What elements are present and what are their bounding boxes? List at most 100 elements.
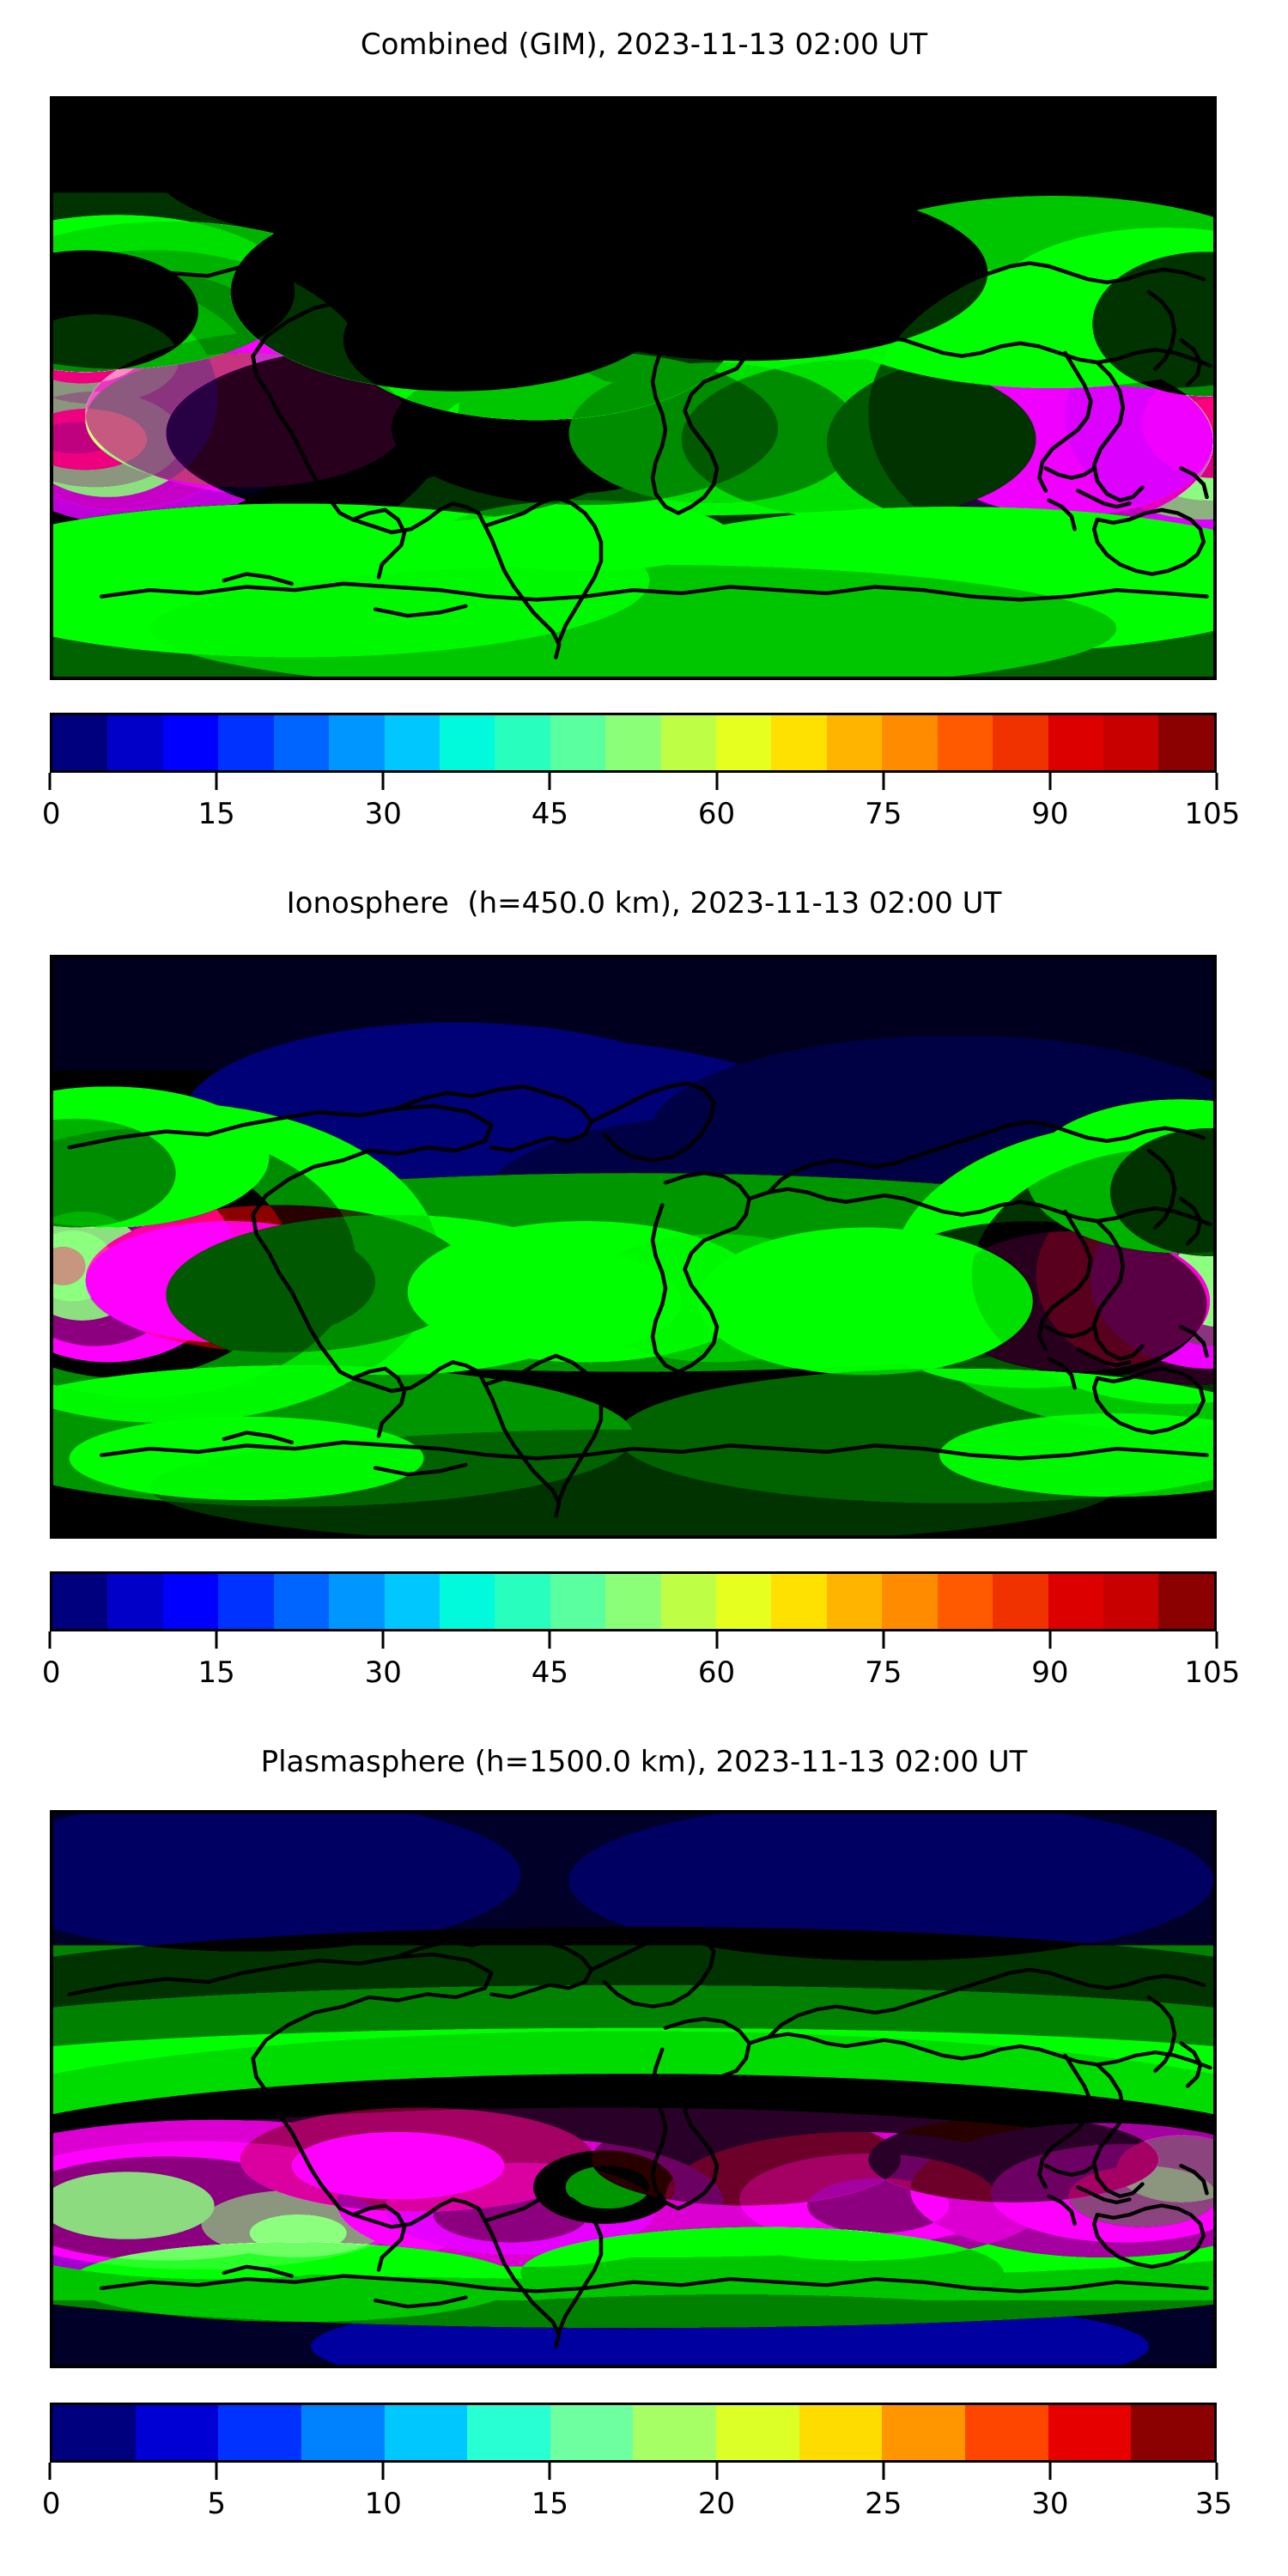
colorbar-tick-label-4: 60 [697, 1656, 736, 1690]
colorbar-segment-10 [605, 715, 661, 770]
colorbar-segment-8 [716, 2405, 799, 2460]
colorbar-tick-label-1: 5 [207, 2487, 226, 2521]
colorbar-plasmasphere: 0 5 10 15 20 25 30 35 [42, 2403, 1232, 2528]
colorbar-segment-10 [882, 2405, 966, 2460]
colorbar-labels-plasmasphere: 0 5 10 15 20 25 30 35 [42, 2485, 1232, 2528]
colorbar-tick-label-5: 75 [865, 797, 902, 831]
colorbar-segment-1 [135, 2405, 219, 2460]
colorbar-tick-label-2: 10 [364, 2487, 402, 2521]
map-svg-combined-gim [53, 100, 1213, 677]
colorbar-tick-label-4: 60 [697, 797, 736, 831]
colorbar-tick-5 [882, 1631, 885, 1649]
colorbar-tick-label-2: 30 [364, 1656, 402, 1690]
colorbar-segment-9 [799, 2405, 883, 2460]
colorbar-segment-13 [1131, 2405, 1214, 2460]
colorbar-segment-18 [1048, 1574, 1104, 1629]
colorbar-segment-0 [52, 715, 108, 770]
colorbar-tick-2 [381, 2463, 385, 2480]
colorbar-tick-6 [1048, 1631, 1052, 1649]
colorbar-tick-label-1: 15 [197, 1656, 235, 1690]
colorbar-segment-2 [218, 2405, 301, 2460]
panel-ionosphere: Ionosphere (h=450.0 km), 2023-11-13 02:0… [0, 859, 1288, 1717]
colorbar-segment-5 [329, 1574, 385, 1629]
colorbar-tick-4 [715, 773, 719, 790]
colorbar-ticks-combined [48, 773, 1218, 795]
colorbar-segment-6 [550, 2405, 634, 2460]
colorbar-tick-4 [715, 1631, 719, 1649]
colorbar-segment-1 [107, 715, 163, 770]
colorbar-tick-label-7: 35 [1194, 2487, 1233, 2521]
map-ionosphere [50, 955, 1217, 1539]
colorbar-segment-0 [52, 2405, 136, 2460]
colorbar-tick-label-6: 90 [1031, 797, 1069, 831]
colorbar-tick-0 [48, 1631, 52, 1649]
colorbar-tick-label-4: 20 [697, 2487, 736, 2521]
colorbar-tick-label-1: 15 [197, 797, 235, 831]
colorbar-gradient-plasmasphere [50, 2403, 1217, 2463]
colorbar-segment-4 [384, 2405, 468, 2460]
colorbar-tick-label-3: 45 [531, 797, 569, 831]
colorbar-segment-3 [301, 2405, 385, 2460]
colorbar-segment-9 [550, 1574, 606, 1629]
colorbar-segment-12 [1048, 2405, 1132, 2460]
colorbar-segment-20 [1158, 1574, 1214, 1629]
colorbar-tick-label-6: 30 [1031, 2487, 1069, 2521]
colorbar-tick-label-5: 25 [865, 2487, 902, 2521]
colorbar-segment-11 [965, 2405, 1048, 2460]
colorbar-segment-0 [52, 1574, 108, 1629]
colorbar-tick-6 [1048, 2463, 1052, 2480]
colorbar-segment-14 [826, 715, 883, 770]
colorbar-ticks-ionosphere [48, 1631, 1218, 1654]
colorbar-segment-18 [1048, 715, 1104, 770]
colorbar-segment-5 [329, 715, 385, 770]
colorbar-segment-20 [1158, 715, 1214, 770]
map-combined-gim [50, 96, 1217, 680]
colorbar-segment-16 [937, 1574, 993, 1629]
colorbar-tick-label-2: 30 [364, 797, 402, 831]
colorbar-segment-7 [439, 1574, 495, 1629]
colorbar-segment-11 [660, 1574, 717, 1629]
colorbar-segment-10 [605, 1574, 661, 1629]
colorbar-tick-7 [1215, 2463, 1218, 2480]
colorbar-tick-label-3: 45 [531, 1656, 569, 1690]
colorbar-tick-label-0: 0 [41, 1656, 61, 1690]
colorbar-ticks-plasmasphere [48, 2463, 1218, 2485]
panel-title-ionosphere: Ionosphere (h=450.0 km), 2023-11-13 02:0… [286, 886, 1002, 920]
coastlines-ionosphere [67, 1081, 1212, 1518]
map-svg-plasmasphere [53, 1814, 1213, 2365]
colorbar-segment-19 [1103, 1574, 1159, 1629]
colorbar-labels-ionosphere: 0 15 30 45 60 75 90 105 [42, 1654, 1240, 1697]
panel-plasmasphere: Plasmasphere (h=1500.0 km), 2023-11-13 0… [0, 1717, 1288, 2576]
colorbar-segment-7 [439, 715, 495, 770]
colorbar-tick-label-3: 15 [531, 2487, 569, 2521]
panel-title-combined-gim: Combined (GIM), 2023-11-13 02:00 UT [360, 27, 928, 62]
colorbar-segment-12 [716, 1574, 772, 1629]
colorbar-tick-0 [48, 2463, 52, 2480]
colorbar-ionosphere: 0 15 30 45 60 75 90 105 [42, 1571, 1240, 1697]
colorbar-segment-12 [716, 715, 772, 770]
colorbar-tick-label-6: 90 [1031, 1656, 1069, 1690]
colorbar-tick-5 [882, 773, 885, 790]
map-svg-ionosphere [53, 958, 1213, 1535]
colorbar-segment-2 [162, 1574, 219, 1629]
colorbar-segment-7 [633, 2405, 717, 2460]
colorbar-tick-7 [1215, 773, 1218, 790]
panel-title-plasmasphere: Plasmasphere (h=1500.0 km), 2023-11-13 0… [260, 1745, 1028, 1779]
colorbar-segment-13 [771, 715, 827, 770]
colorbar-segment-16 [937, 715, 993, 770]
colorbar-tick-label-0: 0 [41, 797, 61, 831]
colorbar-tick-3 [548, 2463, 551, 2480]
colorbar-segment-17 [993, 1574, 1048, 1629]
colorbar-tick-3 [548, 773, 551, 790]
colorbar-segment-19 [1103, 715, 1159, 770]
colorbar-tick-label-7: 105 [1184, 1656, 1241, 1690]
colorbar-tick-6 [1048, 773, 1052, 790]
colorbar-segment-5 [467, 2405, 550, 2460]
colorbar-tick-label-5: 75 [865, 1656, 902, 1690]
colorbar-tick-0 [48, 773, 52, 790]
colorbar-segment-1 [107, 1574, 163, 1629]
colorbar-segment-13 [771, 1574, 827, 1629]
colorbar-tick-1 [215, 773, 218, 790]
coastlines-combined [67, 222, 1212, 659]
